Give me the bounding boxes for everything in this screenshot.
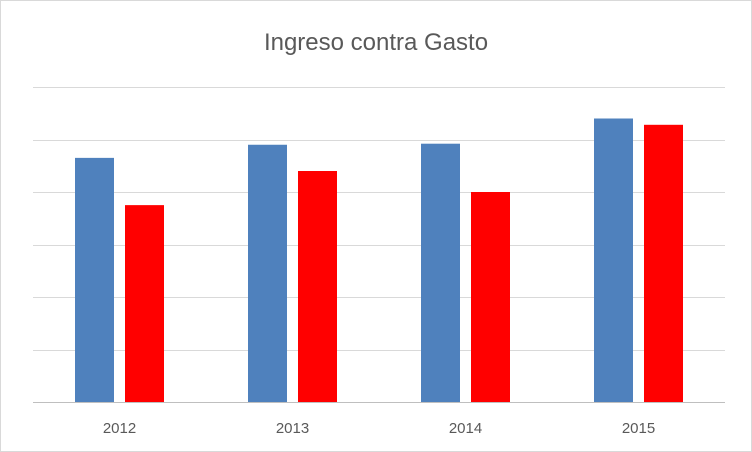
bar-series-2-2014 <box>471 192 510 402</box>
x-axis: 2012 2013 2014 2015 <box>103 420 655 437</box>
x-tick-label: 2013 <box>276 420 309 437</box>
bar-series-2-2012 <box>125 205 164 402</box>
x-tick-label: 2012 <box>103 420 136 437</box>
bar-series-2-2013 <box>298 171 337 402</box>
bars <box>75 118 683 403</box>
chart-title: Ingreso contra Gasto <box>263 29 489 56</box>
bar-series-1-2012 <box>75 157 114 402</box>
bar-series-2-2015 <box>644 124 683 403</box>
bar-series-1-2013 <box>248 144 287 402</box>
bar-series-1-2014 <box>421 143 460 402</box>
bar-series-1-2015 <box>594 118 633 402</box>
x-tick-label: 2015 <box>622 420 655 437</box>
x-tick-label: 2014 <box>449 420 482 437</box>
